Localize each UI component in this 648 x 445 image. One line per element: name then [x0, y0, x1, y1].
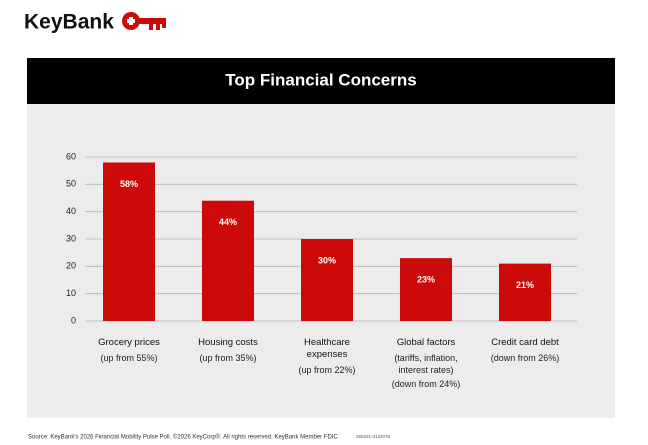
category-label: Healthcare expenses: [304, 337, 350, 360]
y-tick-label: 0: [71, 315, 76, 325]
category-note: (down from 24%): [391, 379, 461, 389]
y-tick-label: 10: [66, 288, 76, 298]
bar: [301, 239, 353, 321]
value-label: 23%: [417, 275, 435, 285]
category-label: Grocery prices: [98, 337, 160, 348]
chart-title: Top Financial Concerns: [225, 70, 416, 89]
y-tick-label: 20: [66, 261, 76, 271]
category-note: (up from 55%): [100, 353, 158, 363]
key-icon: [122, 12, 166, 30]
value-label: 44%: [219, 217, 237, 227]
category-label: Credit card debt: [491, 337, 559, 348]
bar: [400, 258, 452, 321]
category-note: (up from 22%): [298, 365, 356, 375]
y-tick-label: 60: [66, 151, 76, 161]
category-note: (up from 35%): [199, 353, 257, 363]
source-note: Source: KeyBank's 2026 Financial Mobilit…: [28, 434, 338, 441]
category-label: Global factors: [396, 337, 456, 348]
value-label: 30%: [318, 255, 336, 265]
code-note: 260331-4132078: [356, 434, 391, 439]
category-label: Housing costs: [198, 337, 258, 348]
bar: [202, 200, 254, 321]
category-note: (down from 26%): [490, 353, 560, 363]
y-tick-label: 40: [66, 206, 76, 216]
category-note: (tariffs, inflation, interest rates): [394, 353, 458, 375]
value-label: 58%: [120, 179, 138, 189]
bar: [499, 263, 551, 321]
title-bar: [27, 58, 615, 104]
y-tick-label: 30: [66, 233, 76, 243]
bar: [103, 162, 155, 321]
brand-logo-text: KeyBank: [24, 11, 114, 34]
y-tick-label: 50: [66, 179, 76, 189]
value-label: 21%: [516, 280, 534, 290]
